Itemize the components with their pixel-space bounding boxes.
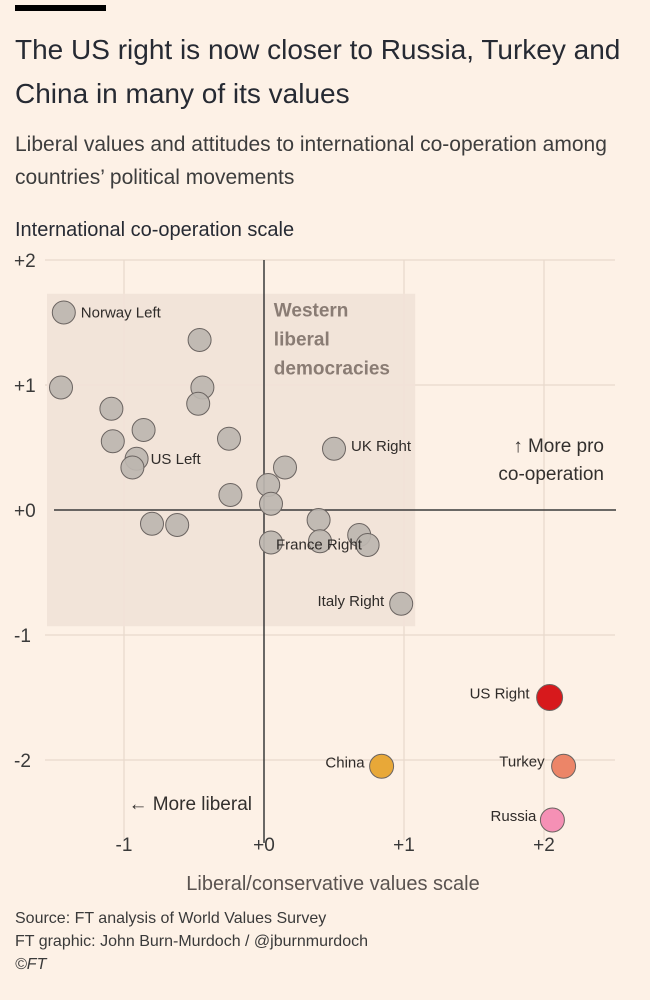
page-subtitle: Liberal values and attitudes to internat… bbox=[15, 133, 607, 189]
data-point bbox=[259, 530, 283, 555]
data-point bbox=[536, 684, 564, 711]
region-label-line: democracies bbox=[274, 358, 390, 379]
data-point bbox=[100, 429, 125, 454]
x-tick-label: +0 bbox=[253, 835, 275, 856]
data-point bbox=[120, 455, 145, 480]
copyright: ©FT bbox=[15, 956, 47, 973]
annotation-more-liberal: ← More liberal bbox=[128, 794, 252, 815]
data-point bbox=[99, 396, 124, 421]
source-note: Source: FT analysis of World Values Surv… bbox=[15, 910, 327, 927]
point-label: US Left bbox=[151, 451, 202, 468]
data-point bbox=[308, 529, 332, 554]
data-point bbox=[140, 511, 164, 536]
point-label-layer: Norway Left US Left UK Right France Right It… bbox=[81, 305, 545, 826]
point-label: China bbox=[325, 754, 365, 771]
point-layer bbox=[49, 300, 577, 833]
x-tick-label: +1 bbox=[393, 835, 415, 856]
point-label: Russia bbox=[491, 808, 538, 825]
western-region-box bbox=[47, 293, 416, 627]
annotation-co-operation: co-operation bbox=[498, 464, 604, 485]
data-point bbox=[369, 753, 395, 779]
annotation-layer: ↑ More pro co-operation ← More liberal bbox=[128, 436, 604, 815]
data-point bbox=[51, 300, 76, 325]
x-tick-label: +2 bbox=[533, 835, 555, 856]
region-label-line: liberal bbox=[274, 329, 330, 350]
y-tick-label: -2 bbox=[14, 751, 31, 772]
point-label: UK Right bbox=[351, 438, 412, 455]
point-label: US Right bbox=[470, 686, 531, 703]
data-point bbox=[355, 533, 380, 557]
tick-label-layer: +2 +1 +0 -1 -2 -1 +0 +1 +2 bbox=[14, 251, 555, 856]
y-axis-label: International co-operation scale bbox=[15, 219, 295, 241]
y-tick-label: +0 bbox=[14, 501, 36, 522]
graphic-credit: FT graphic: John Burn-Murdoch / @jburnmu… bbox=[15, 933, 368, 950]
x-axis-label: Liberal/conservative values scale bbox=[186, 873, 480, 895]
point-label: France Right bbox=[276, 537, 363, 554]
data-point bbox=[551, 753, 577, 779]
data-point bbox=[187, 328, 212, 352]
data-point bbox=[539, 807, 565, 833]
data-point bbox=[217, 426, 241, 451]
footer: Source: FT analysis of World Values Surv… bbox=[15, 907, 368, 976]
data-point bbox=[259, 491, 283, 516]
ft-top-bar bbox=[15, 5, 106, 11]
data-point bbox=[165, 513, 190, 537]
data-point bbox=[49, 375, 73, 400]
region-label-line: Western bbox=[274, 300, 349, 321]
data-point bbox=[218, 483, 243, 507]
data-point bbox=[306, 508, 331, 532]
page-title: The US right is now closer to Russia, Tu… bbox=[15, 34, 621, 109]
data-point bbox=[389, 591, 414, 616]
point-label: Italy Right bbox=[317, 593, 385, 610]
scatter-chart: Western liberal democracies +2 +1 +0 -1 -2 -1 +0… bbox=[14, 251, 616, 895]
point-label: Norway Left bbox=[81, 305, 162, 322]
y-tick-label: +1 bbox=[14, 376, 36, 397]
data-point bbox=[186, 391, 211, 416]
point-label: Turkey bbox=[499, 753, 545, 770]
western-region-layer: Western liberal democracies bbox=[47, 293, 416, 627]
y-tick-label: -1 bbox=[14, 626, 31, 647]
data-point bbox=[273, 455, 297, 480]
y-tick-label: +2 bbox=[14, 251, 36, 272]
data-point bbox=[322, 436, 346, 461]
x-tick-label: -1 bbox=[116, 835, 133, 856]
annotation-more-pro: ↑ More pro bbox=[513, 436, 604, 457]
data-point bbox=[131, 418, 156, 442]
